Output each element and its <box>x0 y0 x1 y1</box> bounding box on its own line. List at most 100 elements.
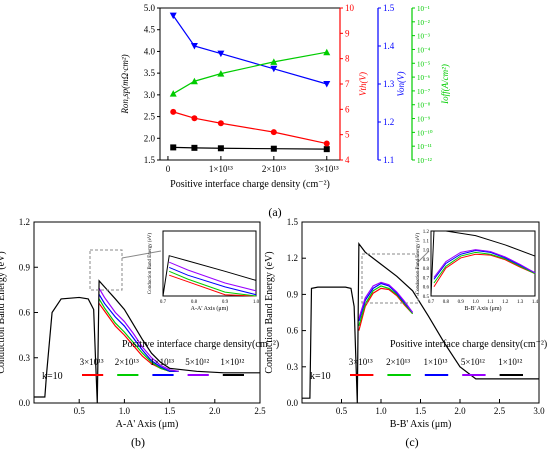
y-axis-label-ron: Ron,sp(mΩ·cm²) <box>120 54 130 114</box>
panel-label-c: (c) <box>405 435 418 449</box>
zoom-arrow-c <box>417 250 430 263</box>
y-axis-label-ioff: Ioff(A/cm²) <box>440 64 450 105</box>
series-line-c-2 <box>358 282 414 322</box>
inset-line-b-3 <box>169 261 257 292</box>
point-von-4 <box>323 81 331 88</box>
y-tick-label-c-1: 0.3 <box>287 362 299 372</box>
x-tick-label-a-3: 3×10¹³ <box>315 164 339 174</box>
legend-label-b-3: 5×10¹² <box>185 357 209 367</box>
inset-x-tick-c-0: 0.7 <box>428 300 435 305</box>
inset-y-tick-c-4: 0.9 <box>423 258 430 263</box>
y-tick-label-ioff-5: 10⁻⁷ <box>417 88 431 96</box>
y-tick-label-ron-2: 2.5 <box>144 112 156 122</box>
inset-x-tick-c-2: 0.9 <box>458 300 465 305</box>
point-ioff-0 <box>169 90 177 97</box>
legend-label-c-3: 5×10¹² <box>461 357 485 367</box>
y-tick-label-ioff-8: 10⁻⁴ <box>417 46 431 54</box>
panel-label-a: (a) <box>268 205 281 219</box>
inset-x-tick-c-3: 1.0 <box>472 300 479 305</box>
point-vth-2 <box>217 120 224 127</box>
y-tick-label-ioff-4: 10⁻⁸ <box>417 102 431 110</box>
y-tick-label-vth-6: 10 <box>345 3 355 13</box>
legend-label-c-2: 1×10¹³ <box>424 357 448 367</box>
y-tick-label-c-0: 0.0 <box>287 398 299 408</box>
y-axis-label-c: Conduction Band Energy (eV) <box>264 251 275 373</box>
y-tick-label-ioff-11: 10⁻¹ <box>417 5 430 13</box>
y-tick-label-ioff-0: 10⁻¹² <box>417 157 432 165</box>
legend-k-b: k=10 <box>42 371 63 382</box>
point-ron-2 <box>217 145 224 152</box>
x-tick-label-b-0: 0.5 <box>74 406 86 416</box>
y-tick-label-ioff-6: 10⁻⁶ <box>417 74 431 82</box>
y-tick-label-von-1: 1.2 <box>383 117 394 127</box>
inset-x-tick-c-7: 1.4 <box>532 300 539 305</box>
series-line-b-3 <box>98 288 179 372</box>
y-axis-label-b: Conduction Band Energy (eV) <box>0 251 7 373</box>
y-tick-label-ioff-10: 10⁻² <box>417 19 430 27</box>
y-tick-label-c-4: 1.2 <box>287 253 298 263</box>
inset-x-tick-b-2: 0.9 <box>222 300 229 305</box>
x-tick-label-b-4: 2.5 <box>254 406 266 416</box>
y-tick-label-b-2: 0.6 <box>19 308 31 318</box>
legend-label-b-4: 1×10¹² <box>220 357 244 367</box>
series-line-c-4 <box>302 241 539 404</box>
x-tick-label-a-1: 1×10¹³ <box>209 164 233 174</box>
series-line-b-1 <box>98 298 179 372</box>
inset-x-tick-c-1: 0.8 <box>443 300 450 305</box>
y-tick-label-c-5: 1.5 <box>287 217 299 227</box>
y-tick-label-c-2: 0.6 <box>287 326 299 336</box>
x-tick-label-c-1: 1.0 <box>375 406 387 416</box>
series-line-von <box>172 15 327 85</box>
legend-label-b-2: 1×10¹³ <box>150 357 174 367</box>
series-line-c-0 <box>358 287 414 331</box>
point-ioff-3 <box>270 58 278 65</box>
inset-line-c-2 <box>433 249 536 280</box>
y-tick-label-ron-3: 3.0 <box>144 90 156 100</box>
y-tick-label-von-0: 1.1 <box>383 155 394 165</box>
inset-line-b-1 <box>169 270 257 297</box>
inset-y-tick-c-6: 1.1 <box>423 239 430 244</box>
inset-line-b-4 <box>162 255 257 297</box>
point-ron-0 <box>170 144 177 151</box>
x-tick-label-c-3: 2.0 <box>454 406 466 416</box>
inset-y-tick-c-1: 0.6 <box>423 286 430 291</box>
series-line-c-3 <box>358 281 414 319</box>
legend-title-b: Positive interface charge density(cm⁻²) <box>122 339 279 350</box>
y-tick-label-vth-0: 4 <box>345 155 350 165</box>
zoom-box-b <box>89 249 123 291</box>
x-tick-label-c-5: 3.0 <box>533 406 545 416</box>
y-tick-label-b-0: 0.0 <box>19 398 31 408</box>
legend-label-c-1: 2×10¹³ <box>386 357 410 367</box>
x-tick-label-c-4: 2.5 <box>494 406 506 416</box>
chart-a: 0 1×10¹³ 2×10¹³ 3×10¹³ Positive interface ch… <box>120 3 450 190</box>
y-tick-label-von-4: 1.5 <box>383 3 395 13</box>
inset-line-c-0 <box>433 253 536 287</box>
chart-b: 0.0 0.3 0.6 0.9 1.2 0.5 1.0 1.5 2.0 2.5 A-A' Axis … <box>0 217 279 430</box>
y-tick-label-vth-5: 9 <box>345 28 350 38</box>
y-axis-label-vth: Vth(V) <box>358 72 368 96</box>
y-tick-label-vth-1: 5 <box>345 130 350 140</box>
panel-label-b: (b) <box>131 435 145 449</box>
y-tick-label-vth-3: 7 <box>345 79 350 89</box>
legend-label-c-0: 3×10¹³ <box>349 357 373 367</box>
y-tick-label-ioff-3: 10⁻⁹ <box>417 116 431 124</box>
point-vth-3 <box>270 129 277 136</box>
inset-x-tick-b-1: 0.8 <box>191 300 198 305</box>
x-tick-label-c-2: 1.5 <box>415 406 427 416</box>
inset-line-c-3 <box>433 249 536 278</box>
inset-line-b-0 <box>169 274 257 297</box>
inset-x-tick-b-0: 0.7 <box>160 300 167 305</box>
point-ron-1 <box>191 144 198 151</box>
inset-line-c-1 <box>433 251 536 284</box>
point-von-2 <box>217 50 225 58</box>
point-ioff-1 <box>190 77 198 85</box>
inset-frame-b <box>162 230 257 297</box>
point-ron-4 <box>323 146 330 153</box>
legend-label-b-1: 2×10¹³ <box>115 357 139 367</box>
x-tick-label-b-2: 1.5 <box>164 406 176 416</box>
x-tick-label-b-1: 1.0 <box>119 406 131 416</box>
inset-x-tick-b-3: 1.0 <box>253 300 260 305</box>
inset-y-tick-c-7: 1.2 <box>423 230 430 235</box>
x-tick-label-c-0: 0.5 <box>336 406 348 416</box>
point-von-3 <box>270 65 278 73</box>
